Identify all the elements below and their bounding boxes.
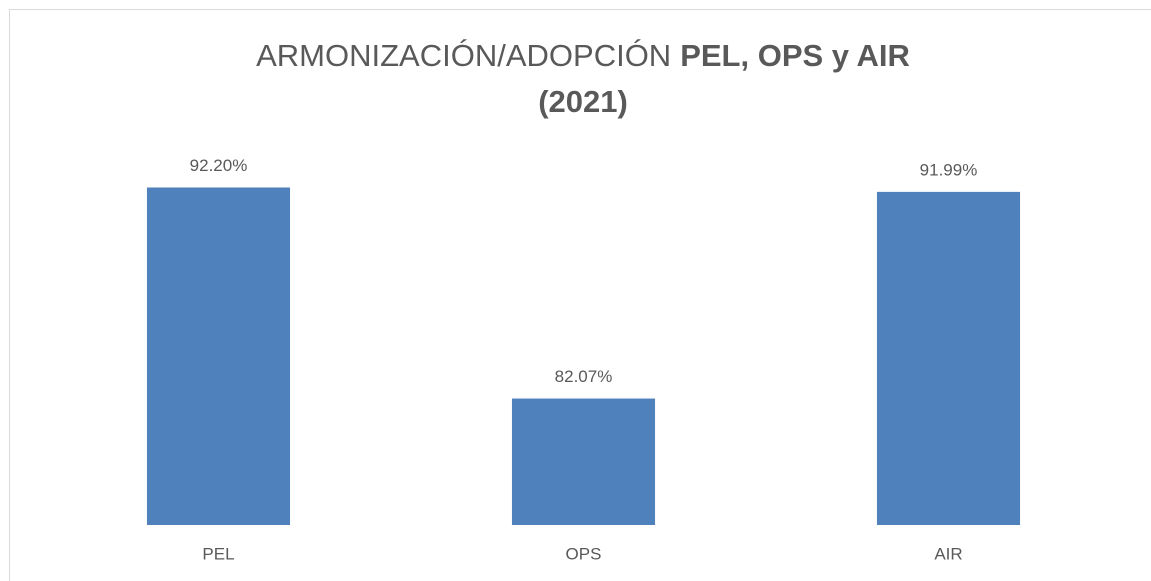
value-label: 92.20% xyxy=(190,156,248,175)
bar xyxy=(511,398,656,525)
value-label: 82.07% xyxy=(555,367,613,386)
bar xyxy=(876,191,1021,525)
value-label: 91.99% xyxy=(920,160,978,179)
title-part: PEL, OPS y AIR xyxy=(680,38,910,73)
chart-title-line2: (2021) xyxy=(538,84,628,119)
chart-title-line1: ARMONIZACIÓN/ADOPCIÓN PEL, OPS y AIR xyxy=(256,38,910,73)
x-tick-label: AIR xyxy=(934,544,962,563)
title-part: ARMONIZACIÓN/ADOPCIÓN xyxy=(256,38,671,73)
bar xyxy=(146,187,291,525)
x-tick-label: OPS xyxy=(566,544,602,563)
x-tick-label: PEL xyxy=(202,544,234,563)
